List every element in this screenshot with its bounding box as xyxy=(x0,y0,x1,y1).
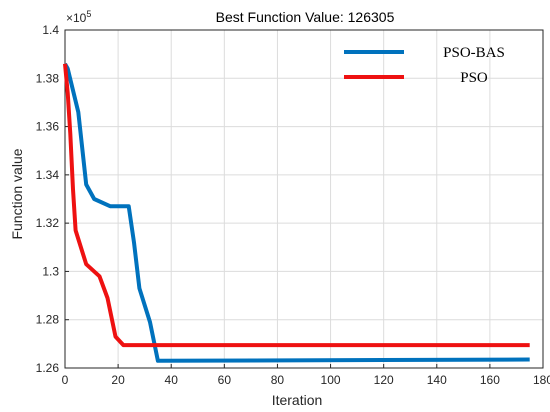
series-line-pso-bas xyxy=(63,62,530,363)
chart-title: Best Function Value: 126305 xyxy=(216,9,395,25)
y-tick-label: 1.34 xyxy=(36,168,60,182)
x-tick-label: 140 xyxy=(427,373,447,387)
y-tick-label: 1.38 xyxy=(36,71,60,85)
x-tick-label: 120 xyxy=(374,373,394,387)
y-tick-label: 1.4 xyxy=(42,23,59,37)
x-tick-label: 0 xyxy=(62,373,69,387)
x-tick-label: 40 xyxy=(165,373,179,387)
x-tick-label: 60 xyxy=(218,373,232,387)
x-tick-label: 80 xyxy=(271,373,285,387)
y-tick-label: 1.28 xyxy=(36,313,60,327)
y-tick-label: 1.26 xyxy=(36,361,60,375)
plot-area: 0 20 40 60 80 100 120 140 160 180 1.26 1.28 1.3 1.32 1… xyxy=(36,23,550,387)
y-axis-exponent: ×105 xyxy=(66,9,91,25)
x-tick-label: 100 xyxy=(321,373,341,387)
x-tick-label: 180 xyxy=(533,373,550,387)
legend-label-pso-bas: PSO-BAS xyxy=(443,45,505,61)
x-tick-label: 20 xyxy=(111,373,125,387)
y-tick-label: 1.36 xyxy=(36,120,60,134)
y-exponent-power: 5 xyxy=(86,9,91,19)
legend-label-pso: PSO xyxy=(460,70,488,86)
axes-box xyxy=(64,29,544,369)
y-exponent-base: ×10 xyxy=(66,11,87,25)
series-line-pso xyxy=(63,63,530,348)
y-tick-label: 1.3 xyxy=(42,264,59,278)
y-tick-label: 1.32 xyxy=(36,216,60,230)
x-axis-label: Iteration xyxy=(272,392,323,408)
x-tick-label: 160 xyxy=(480,373,500,387)
y-axis-label: Function value xyxy=(9,148,25,239)
